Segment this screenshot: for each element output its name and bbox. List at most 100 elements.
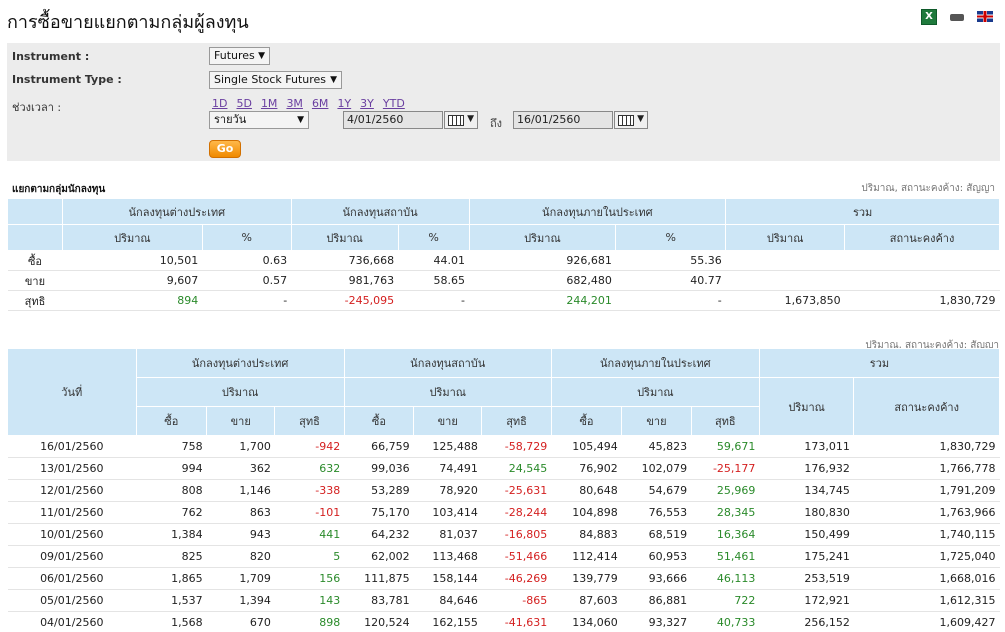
instrument-type-value: Single Stock Futures (214, 73, 327, 86)
summary-cell: 894 (62, 290, 203, 311)
value-cell: 1,668,016 (853, 567, 1000, 590)
value-cell: 68,519 (621, 523, 692, 546)
daily-table: วันที่ นักลงทุนต่างประเทศ นักลงทุนสถาบัน… (7, 348, 1001, 632)
to-date-input[interactable]: 16/01/2560 (513, 111, 613, 129)
value-cell: 143 (274, 589, 345, 612)
frequency-select[interactable]: รายวัน ▼ (209, 111, 309, 129)
value-cell: 66,759 (344, 435, 414, 458)
summary-unit-note: ปริมาณ, สถานะคงค้าง: สัญญา (861, 183, 995, 194)
summary-cell: 40.77 (615, 270, 726, 291)
summary-cell: -245,095 (291, 290, 399, 311)
chevron-down-icon: ▼ (258, 51, 265, 61)
summary-sub-header: ปริมาณ (290, 224, 399, 251)
value-cell: 78,920 (413, 479, 482, 502)
chevron-down-icon: ▼ (637, 114, 644, 124)
value-cell: 863 (206, 501, 275, 524)
daily-group-header: นักลงทุนภายในประเทศ (550, 348, 760, 378)
value-cell: 1,740,115 (853, 523, 1000, 546)
table-row: 16/01/2560 758 1,700 -942 66,759 125,488 -58,7… (7, 435, 1000, 458)
value-cell: 1,609,427 (853, 611, 1000, 632)
summary-sub-header: % (201, 224, 292, 251)
value-cell: 1,537 (136, 589, 207, 612)
value-cell: 825 (136, 545, 207, 568)
value-cell: 120,524 (344, 611, 414, 632)
value-cell: 60,953 (621, 545, 692, 568)
summary-group-header: นักลงทุนต่างประเทศ (61, 198, 292, 225)
value-cell: 1,709 (206, 567, 275, 590)
instrument-select[interactable]: Futures ▼ (209, 47, 270, 65)
value-cell: -101 (274, 501, 345, 524)
value-cell: 113,468 (413, 545, 482, 568)
value-cell: 1,384 (136, 523, 207, 546)
value-cell: 173,011 (759, 435, 854, 458)
daily-oi-header: สถานะคงค้าง (853, 377, 1000, 436)
period-link-6m[interactable]: 6M (311, 97, 329, 110)
value-cell: -46,269 (481, 567, 552, 590)
chevron-down-icon: ▼ (330, 75, 337, 85)
value-cell: 111,875 (344, 567, 414, 590)
summary-group-header: นักลงทุนภายในประเทศ (468, 198, 727, 225)
instrument-select-value: Futures (214, 49, 255, 62)
period-link-3y[interactable]: 3Y (360, 97, 374, 110)
daily-sub-header: ซื้อ (550, 406, 623, 436)
to-label: ถึง (490, 117, 503, 130)
value-cell: 1,763,966 (853, 501, 1000, 524)
value-cell: 134,745 (759, 479, 854, 502)
summary-cell: 9,607 (62, 270, 203, 291)
from-calendar-button[interactable]: ▼ (444, 111, 478, 129)
table-row: 13/01/2560 994 362 632 99,036 74,491 24,545 76,… (7, 457, 1000, 480)
value-cell: 87,603 (551, 589, 622, 612)
table-row: 04/01/2560 1,568 670 898 120,524 162,155 -41,6… (7, 611, 1000, 632)
value-cell: -28,244 (481, 501, 552, 524)
value-cell: 175,241 (759, 545, 854, 568)
period-link-5d[interactable]: 5D (236, 97, 252, 110)
value-cell: 158,144 (413, 567, 482, 590)
value-cell: 25,969 (691, 479, 760, 502)
value-cell: 105,494 (551, 435, 622, 458)
daily-sub-header: สุทธิ (481, 406, 552, 436)
summary-cell: 981,763 (291, 270, 399, 291)
toolbar-icons: X (921, 9, 993, 25)
value-cell: 16,364 (691, 523, 760, 546)
period-link-3m[interactable]: 3M (286, 97, 303, 110)
summary-cell (725, 270, 845, 291)
to-calendar-button[interactable]: ▼ (614, 111, 648, 129)
daily-sub-header: ขาย (206, 406, 276, 436)
period-link-1m[interactable]: 1M (260, 97, 278, 110)
daily-group-header: รวม (758, 348, 1001, 378)
go-button[interactable]: Go (209, 140, 241, 158)
value-cell: 76,553 (621, 501, 692, 524)
summary-cell: 10,501 (62, 250, 203, 271)
value-cell: 994 (136, 457, 207, 480)
value-cell: 62,002 (344, 545, 414, 568)
frequency-value: รายวัน (214, 113, 247, 126)
instrument-type-label: Instrument Type : (12, 73, 122, 86)
value-cell: 139,779 (551, 567, 622, 590)
page-title: การซื้อขายแยกตามกลุ่มผู้ลงทุน (7, 12, 249, 33)
summary-cell: - (615, 290, 726, 311)
chevron-down-icon: ▼ (467, 114, 474, 124)
date-cell: 12/01/2560 (7, 479, 137, 502)
daily-sub-header: สุทธิ (690, 406, 760, 436)
summary-cell: 58.65 (398, 270, 470, 291)
from-date-input[interactable]: 4/01/2560 (343, 111, 443, 129)
value-cell: 820 (206, 545, 275, 568)
instrument-label: Instrument : (12, 50, 90, 63)
excel-icon[interactable]: X (921, 9, 937, 25)
period-link-1y[interactable]: 1Y (337, 97, 352, 110)
english-flag-icon[interactable] (977, 11, 993, 22)
instrument-type-select[interactable]: Single Stock Futures ▼ (209, 71, 342, 89)
table-row: 06/01/2560 1,865 1,709 156 111,875 158,144 -46… (7, 567, 1000, 590)
printer-icon[interactable] (949, 9, 965, 25)
value-cell: 1,830,729 (853, 435, 1000, 458)
summary-cell: - (398, 290, 470, 311)
value-cell: 253,519 (759, 567, 854, 590)
summary-sub-header: % (615, 224, 727, 251)
value-cell: 362 (206, 457, 275, 480)
value-cell: 150,499 (759, 523, 854, 546)
value-cell: 51,461 (691, 545, 760, 568)
value-cell: 45,823 (621, 435, 692, 458)
period-link-ytd[interactable]: YTD (382, 97, 405, 110)
daily-total-vol-header: ปริมาณ (758, 377, 855, 436)
period-link-1d[interactable]: 1D (212, 97, 228, 110)
